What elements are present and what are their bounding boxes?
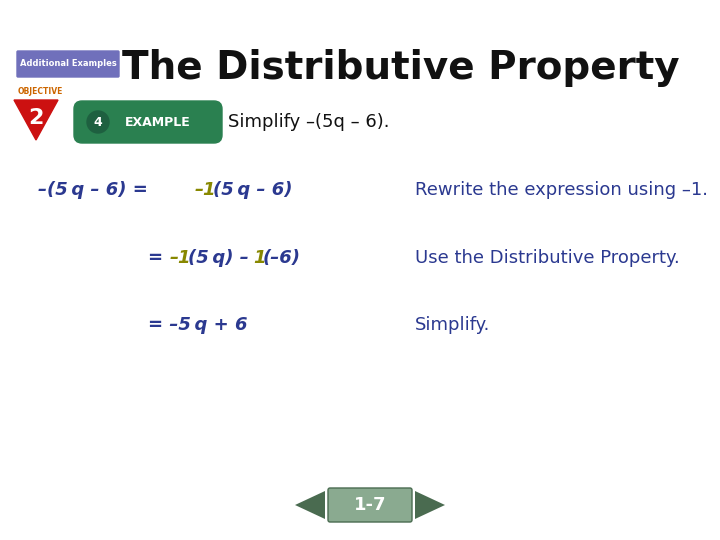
Text: The Distributive Property: The Distributive Property [122, 49, 680, 87]
Polygon shape [295, 491, 325, 519]
Text: 2: 2 [28, 108, 44, 128]
Text: Rewrite the expression using –1.: Rewrite the expression using –1. [415, 181, 708, 199]
Text: Simplify.: Simplify. [415, 316, 490, 334]
FancyBboxPatch shape [328, 488, 412, 522]
Text: (–6): (–6) [263, 249, 301, 267]
Polygon shape [415, 491, 445, 519]
Text: Use the Distributive Property.: Use the Distributive Property. [415, 249, 680, 267]
FancyBboxPatch shape [74, 101, 222, 143]
Text: OBJECTIVE: OBJECTIVE [18, 87, 63, 97]
Text: –1: –1 [170, 249, 192, 267]
Text: = –5 q + 6: = –5 q + 6 [148, 316, 248, 334]
Text: –(5 q – 6) =: –(5 q – 6) = [38, 181, 154, 199]
Text: Simplify –(5q – 6).: Simplify –(5q – 6). [228, 113, 390, 131]
Text: 1-7: 1-7 [354, 496, 386, 514]
Text: 4: 4 [94, 116, 102, 129]
Text: =: = [148, 249, 169, 267]
Text: Additional Examples: Additional Examples [19, 59, 117, 69]
Text: EXAMPLE: EXAMPLE [125, 116, 191, 129]
FancyBboxPatch shape [17, 51, 119, 77]
Circle shape [87, 111, 109, 133]
Text: (5 q – 6): (5 q – 6) [213, 181, 292, 199]
Text: 1: 1 [253, 249, 266, 267]
Polygon shape [14, 100, 58, 140]
Text: (5 q) –: (5 q) – [188, 249, 255, 267]
Text: –1: –1 [195, 181, 217, 199]
